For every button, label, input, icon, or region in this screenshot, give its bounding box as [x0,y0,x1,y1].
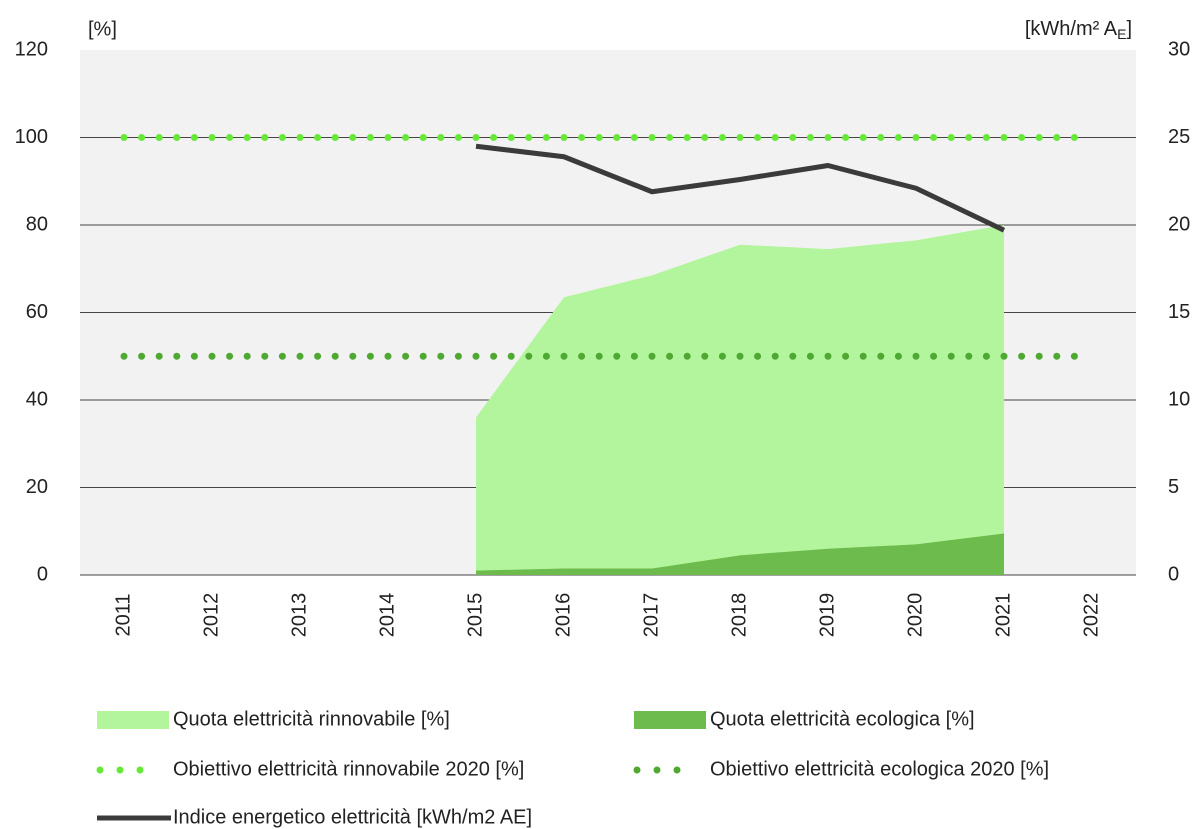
legend-label: Obiettivo elettricità ecologica 2020 [%] [710,758,1049,780]
area [476,533,1004,575]
x-tick-label: 2017 [640,593,662,638]
x-tick-label: 2011 [112,593,134,636]
y-tick-label: 80 [26,213,48,235]
legend-swatch [97,711,169,729]
y2-tick-label: 10 [1168,388,1190,410]
legend-swatch [634,711,706,729]
y2-label-part: [kWh/m² A [1025,18,1118,40]
y2-label-part: ] [1126,18,1132,40]
x-tick-label: 2019 [816,593,838,638]
y-tick-label: 120 [15,38,48,60]
y2-tick-label: 30 [1168,38,1190,60]
y2-tick-label: 15 [1168,301,1190,323]
x-tick-label: 2013 [288,593,310,638]
x-tick-label: 2016 [552,593,574,638]
x-tick-label: 2012 [200,593,222,638]
x-tick-label: 2018 [728,593,750,638]
legend-label: Quota elettricità ecologica [%] [710,708,975,730]
y-tick-label: 100 [15,126,48,148]
x-tick-label: 2020 [904,593,926,638]
legend-label: Obiettivo elettricità rinnovabile 2020 [… [173,758,524,780]
y2-axis-label: [kWh/m² AE] [1025,18,1132,41]
x-tick-label: 2014 [376,593,398,638]
x-tick-label: 2022 [1080,593,1102,638]
y2-tick-label: 5 [1168,476,1179,498]
legend-label: Indice energetico elettricità [kWh/m2 AE… [173,806,532,828]
y-tick-label: 40 [26,388,48,410]
area [476,225,1004,575]
y-tick-label: 0 [37,563,48,585]
y-axis-label: [%] [88,18,117,40]
y2-tick-label: 25 [1168,126,1190,148]
index-line [475,143,1006,233]
legend-label: Quota elettricità rinnovabile [%] [173,708,450,730]
y2-tick-label: 0 [1168,563,1179,585]
x-tick-label: 2021 [992,593,1014,638]
x-tick-label: 2015 [464,593,486,638]
y2-tick-label: 20 [1168,213,1190,235]
y2-label-sub: E [1117,26,1126,42]
y-tick-label: 60 [26,301,48,323]
y-tick-label: 20 [26,476,48,498]
